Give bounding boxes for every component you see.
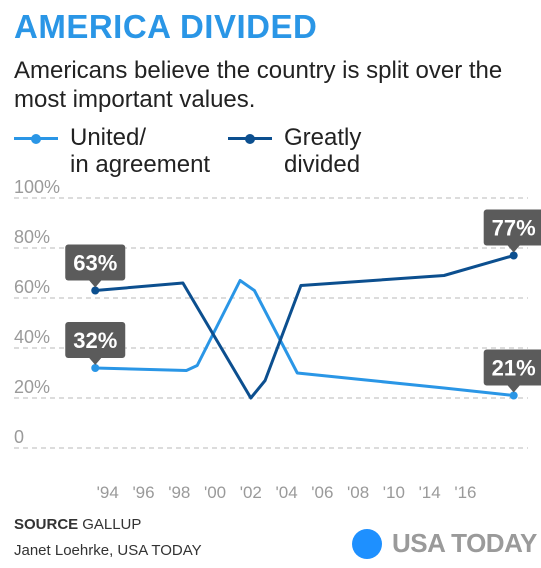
y-tick-label: 0 [14, 427, 24, 447]
callout-label: 21% [492, 356, 536, 381]
x-tick-label: '94 [97, 483, 119, 500]
callout-label: 63% [73, 251, 117, 276]
callout-pointer [507, 245, 520, 253]
chart-subtitle: Americans believe the country is split o… [14, 57, 503, 113]
credit-line: Janet Loehrke, USA TODAY [14, 542, 202, 559]
x-tick-label: '16 [454, 483, 476, 500]
legend-label-united: United/ in agreement [70, 124, 211, 178]
callout-pointer [89, 358, 102, 365]
callout-box [65, 244, 126, 281]
callout-label: 32% [73, 328, 117, 353]
series-point-0 [91, 364, 100, 372]
x-tick-label: '96 [132, 483, 154, 500]
series-line-0 [95, 279, 514, 397]
y-tick-label: 40% [14, 327, 50, 347]
series-point-0 [509, 391, 518, 400]
y-tick-label: 20% [14, 377, 50, 397]
x-tick-label: '14 [419, 483, 441, 500]
series-point-1 [509, 251, 518, 260]
callout-box [65, 322, 126, 358]
x-tick-label: '04 [276, 483, 298, 500]
legend-item-divided: Greatly divided [228, 124, 361, 178]
callout-pointer [89, 280, 102, 288]
x-tick-label: '98 [168, 483, 190, 500]
source-label: SOURCE [14, 516, 79, 533]
series-line-1 [95, 254, 515, 400]
callout-label: 77% [492, 216, 536, 241]
x-tick-label: '06 [311, 483, 333, 500]
y-tick-label: 60% [14, 277, 50, 297]
series-point-1 [91, 286, 100, 295]
chart-title: AMERICA DIVIDED [14, 8, 318, 45]
callout-pointer [507, 385, 520, 393]
callout-box [483, 349, 541, 386]
line-chart: 0 20% 40% 60% 80% 100% '94 '96 '98 '00 '02 '04 '06 '0… [14, 180, 541, 500]
x-tick-label: '10 [383, 483, 405, 500]
x-tick-label: '08 [347, 483, 369, 500]
callout-box [483, 209, 541, 246]
x-tick-label: '00 [204, 483, 226, 500]
legend-item-united: United/ in agreement [14, 124, 210, 178]
legend-swatch-divided [228, 133, 272, 144]
source-value: GALLUP [82, 516, 142, 533]
brand-logo: USA TODAY [352, 528, 537, 559]
legend-label-divided: Greatly divided [284, 124, 362, 178]
brand-dot-icon [352, 528, 382, 559]
y-tick-label: 80% [14, 227, 50, 247]
source-line: SOURCE GALLUP [14, 516, 141, 533]
legend-swatch-united [14, 133, 58, 144]
brand-name: USA TODAY [392, 528, 537, 558]
y-tick-label: 100% [14, 180, 60, 197]
x-tick-label: '02 [240, 483, 262, 500]
